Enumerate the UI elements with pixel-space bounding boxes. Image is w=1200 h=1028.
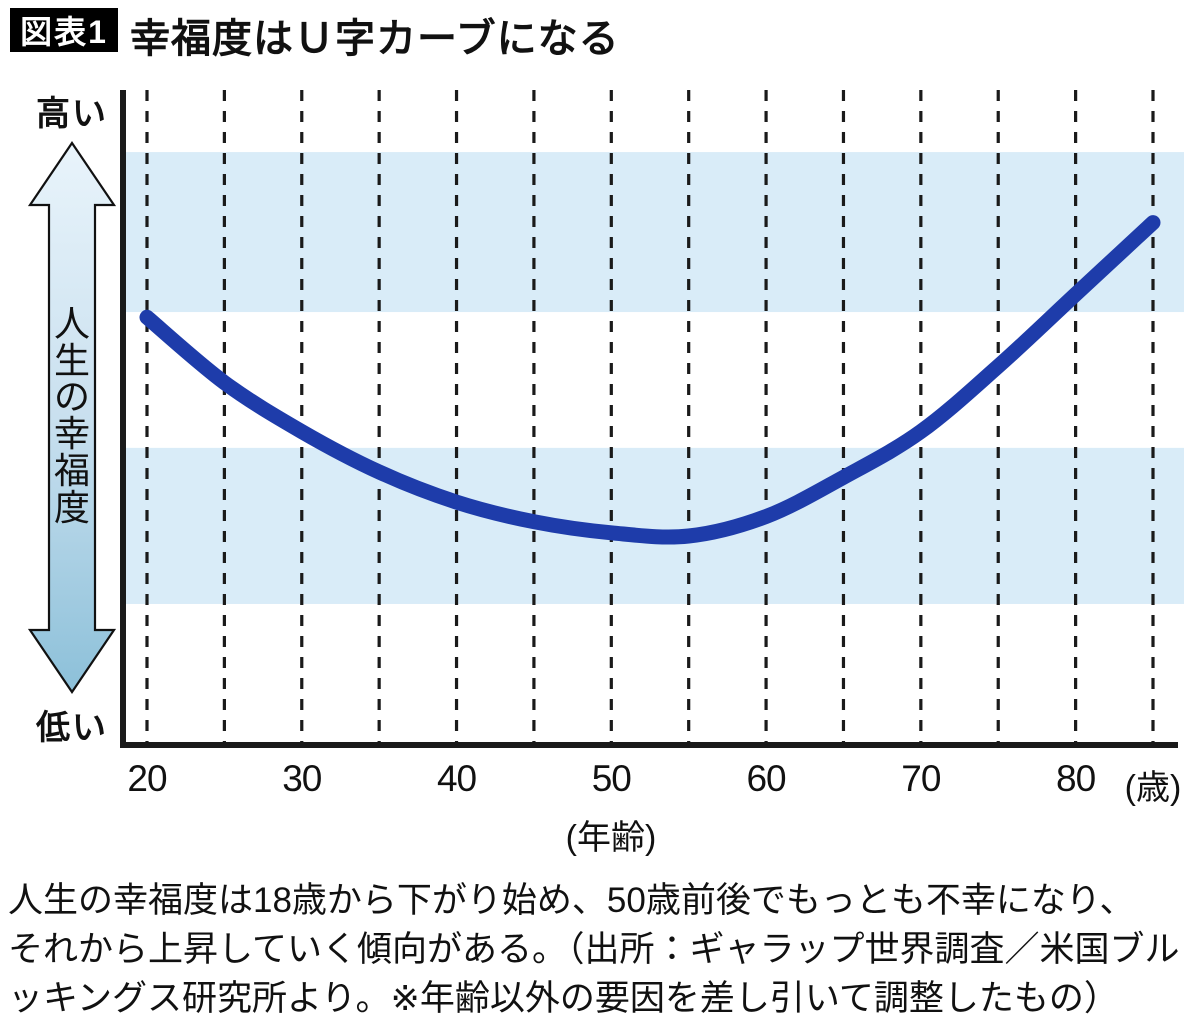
x-axis-tick-row: 20 30 40 50 60 70 80 (歳) — [0, 758, 1200, 807]
x-tick-label: 30 — [282, 758, 322, 799]
x-tick-label: 60 — [746, 758, 786, 799]
figure-number-badge: 図表1 — [10, 8, 118, 52]
x-tick-label: 70 — [901, 758, 941, 799]
highlight-band — [126, 447, 1184, 604]
x-axis-unit-label: (歳) — [1124, 769, 1182, 807]
x-tick-label: 80 — [1056, 758, 1096, 799]
x-tick-label: 40 — [436, 758, 477, 799]
caption-line: それから上昇していく傾向がある。（出所：ギャラップ世界調査／米国ブル — [8, 930, 1180, 969]
y-axis-title: 人生の幸福度 — [53, 303, 90, 528]
happiness-curve-group — [139, 215, 1161, 545]
x-axis-title: (年齢) — [565, 819, 657, 857]
happiness-curve — [139, 215, 1161, 545]
figure-caption: 人生の幸福度は18歳から下がり始め、50歳前後でもっとも不幸になり、 それから上… — [8, 876, 1198, 1023]
y-axis-high-label: 高い — [36, 95, 108, 133]
x-tick-label: 50 — [591, 758, 632, 799]
caption-line: 人生の幸福度は18歳から下がり始め、50歳前後でもっとも不幸になり、 — [8, 881, 1135, 920]
highlight-band — [126, 152, 1184, 313]
dashed-gridlines — [145, 90, 1155, 742]
happiness-scale-arrow-icon — [27, 141, 117, 694]
figure-title: 幸福度はＵ字カーブになる — [130, 17, 620, 61]
x-tick-label: 20 — [127, 758, 167, 799]
y-axis-low-label: 低い — [36, 709, 108, 747]
caption-line: ッキングス研究所より。※年齢以外の要因を差し引いて調整したもの） — [8, 979, 1119, 1018]
